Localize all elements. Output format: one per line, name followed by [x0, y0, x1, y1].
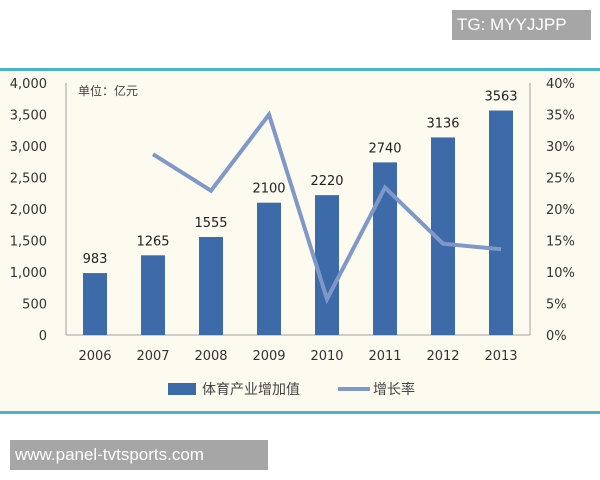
x-tick-label: 2011 — [368, 349, 401, 364]
bar — [489, 110, 513, 335]
unit-label: 单位：亿元 — [78, 83, 138, 98]
left-tick-label: 0 — [39, 329, 47, 344]
bar — [315, 195, 339, 335]
combo-chart: 05001,0001,5002,0002,5003,0003,5004,000 … — [10, 77, 575, 398]
bar-value-label: 983 — [83, 252, 108, 267]
bar-value-label: 2220 — [310, 174, 343, 189]
bar-value-label: 3563 — [484, 90, 517, 105]
bar — [83, 273, 107, 335]
growth-rate-line — [151, 110, 502, 305]
left-tick-label: 2,500 — [10, 172, 47, 187]
bar-value-label: 1555 — [194, 216, 227, 231]
bar — [257, 202, 281, 335]
x-tick-label: 2010 — [310, 349, 343, 364]
left-tick-label: 1,500 — [10, 235, 47, 250]
x-tick-label: 2008 — [194, 349, 227, 364]
legend-bar-label: 体育产业增加值 — [202, 382, 300, 398]
bar — [199, 237, 223, 335]
right-tick-label: 40% — [546, 77, 575, 92]
right-tick-label: 0% — [546, 329, 567, 344]
bar-data-labels: 983 1265 1555 2100 2220 2740 3136 3563 — [83, 90, 518, 268]
right-tick-label: 15% — [546, 235, 575, 250]
left-tick-label: 1,000 — [10, 266, 47, 281]
right-tick-label: 20% — [546, 203, 575, 218]
left-tick-label: 2,000 — [10, 203, 47, 218]
bar-series — [83, 110, 513, 335]
right-tick-label: 25% — [546, 172, 575, 187]
right-tick-label: 5% — [546, 298, 567, 313]
x-tick-label: 2012 — [426, 349, 459, 364]
legend: 体育产业增加值 增长率 — [168, 381, 415, 398]
bar-value-label: 1265 — [136, 234, 169, 249]
bar-value-label: 2740 — [368, 141, 401, 156]
legend-line-label: 增长率 — [373, 381, 415, 398]
chart-panel: 0 500 1,000 1,500 2,000 2,500 3,000 3,500 4,000 … — [0, 68, 600, 414]
bar-value-label: 3136 — [426, 116, 459, 131]
bar — [141, 255, 165, 335]
left-tick-label: 3,000 — [10, 140, 47, 155]
right-tick-label: 30% — [546, 140, 575, 155]
right-axis-ticks: 0% 5% 10% 15% 20% 25% 30% 35% 40% — [546, 77, 575, 344]
watermark-top: TG: MYYJJPP — [452, 10, 591, 40]
x-tick-label: 2013 — [484, 349, 517, 364]
x-tick-label: 2007 — [136, 349, 169, 364]
bar-value-label: 2100 — [252, 182, 285, 197]
right-tick-label: 10% — [546, 266, 575, 281]
left-tick-label: 500 — [22, 298, 47, 313]
x-axis-labels: 2006 2007 2008 2009 2010 2011 2012 2013 — [78, 349, 517, 364]
left-tick-label: 3,500 — [10, 109, 47, 124]
watermark-bottom: www.panel-tvtsports.com — [10, 440, 268, 470]
x-tick-label: 2009 — [252, 349, 285, 364]
left-tick-label: 4,000 — [10, 77, 47, 92]
legend-bar-swatch — [168, 383, 196, 395]
x-tick-label: 2006 — [78, 349, 111, 364]
left-axis-ticks: 0 500 1,000 1,500 2,000 2,500 3,000 3,500 4,000 — [10, 77, 47, 344]
right-tick-label: 35% — [546, 109, 575, 124]
